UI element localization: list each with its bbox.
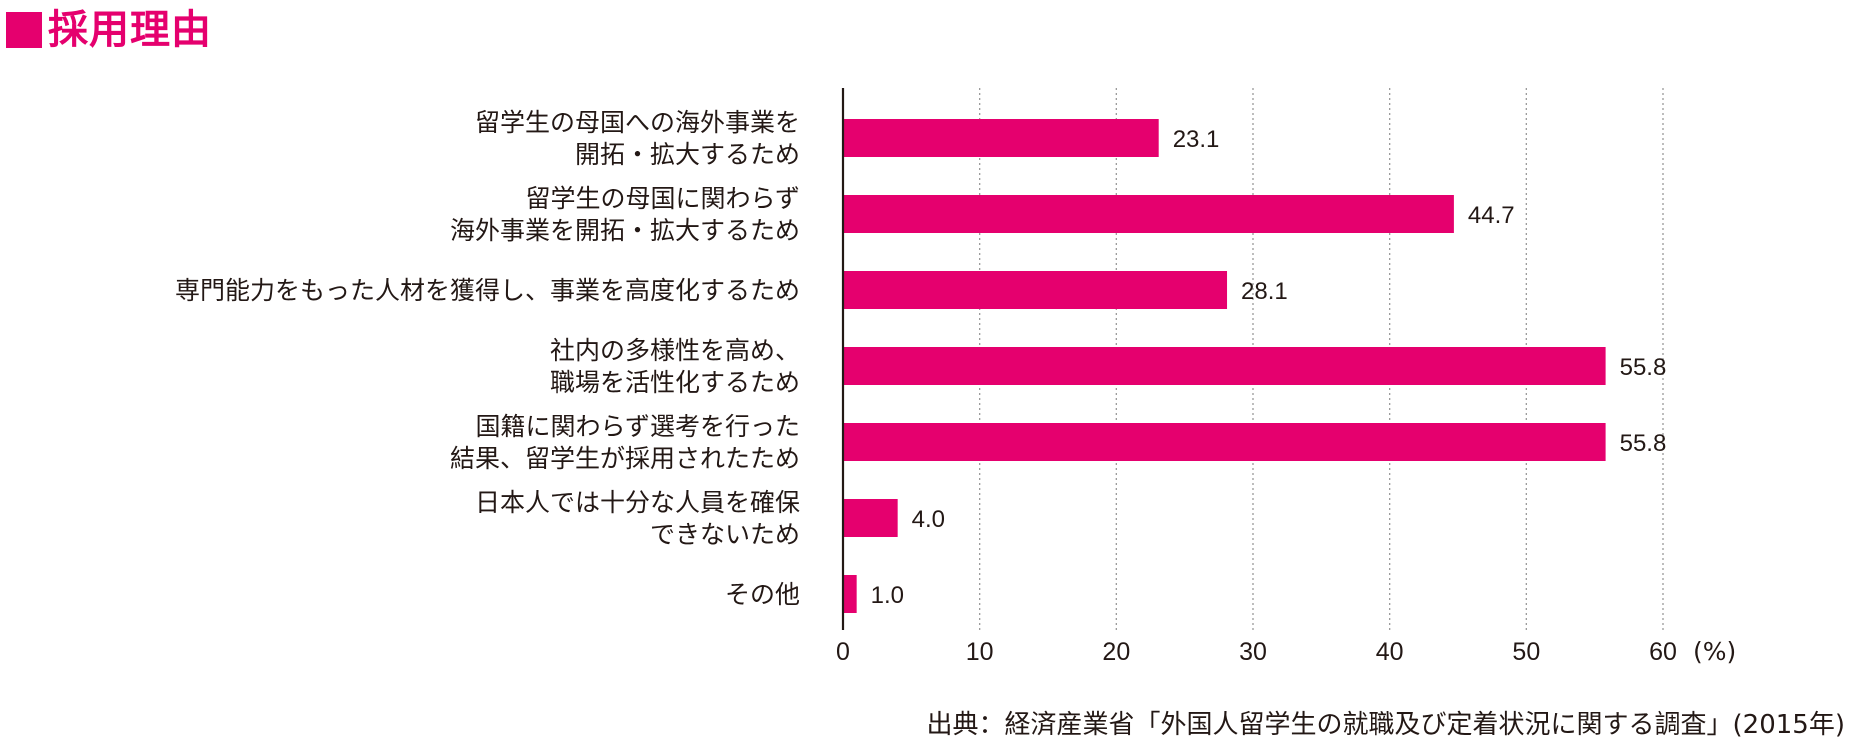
data-label: 55.8 — [1620, 430, 1667, 457]
category-label: 国籍に関わらず選考を行った — [475, 412, 800, 441]
bar — [843, 575, 857, 613]
tick-label: 0 — [836, 638, 850, 666]
unit-label: (%) — [1693, 637, 1736, 666]
data-label: 44.7 — [1468, 202, 1515, 229]
category-label: 海外事業を開拓・拡大するため — [450, 216, 800, 245]
bar — [843, 195, 1454, 233]
category-label: 日本人では十分な人員を確保 — [475, 488, 800, 517]
title-text: 採用理由 — [48, 7, 212, 53]
tick-label: 10 — [966, 638, 994, 666]
category-label: できないため — [650, 520, 800, 549]
bar — [843, 499, 898, 537]
tick-label: 40 — [1376, 638, 1404, 666]
bar — [843, 271, 1228, 309]
category-label: 専門能力をもった人材を獲得し、事業を高度化するため — [175, 276, 800, 305]
category-label: 職場を活性化するため — [550, 368, 800, 397]
title-square-marker — [6, 12, 42, 48]
data-label: 55.8 — [1620, 354, 1667, 381]
bar — [843, 423, 1606, 461]
bar — [843, 119, 1159, 157]
category-label: 結果、留学生が採用されたため — [450, 444, 800, 473]
category-label: その他 — [725, 580, 800, 609]
category-label: 留学生の母国への海外事業を — [475, 108, 800, 137]
source-note: 出典：経済産業省「外国人留学生の就職及び定着状況に関する調査」(2015年) — [926, 710, 1845, 740]
bar — [843, 347, 1606, 385]
data-label: 4.0 — [912, 506, 945, 533]
category-label: 社内の多様性を高め、 — [550, 336, 800, 365]
category-label: 留学生の母国に関わらず — [525, 184, 800, 213]
data-label: 28.1 — [1241, 278, 1288, 305]
data-label: 1.0 — [871, 582, 904, 609]
tick-label: 20 — [1102, 638, 1130, 666]
tick-label: 50 — [1512, 638, 1540, 666]
tick-label: 60 — [1649, 638, 1677, 666]
tick-label: 30 — [1239, 638, 1267, 666]
category-label: 開拓・拡大するため — [575, 140, 800, 169]
data-label: 23.1 — [1173, 126, 1220, 153]
chart-title: 採用理由 — [6, 10, 212, 50]
